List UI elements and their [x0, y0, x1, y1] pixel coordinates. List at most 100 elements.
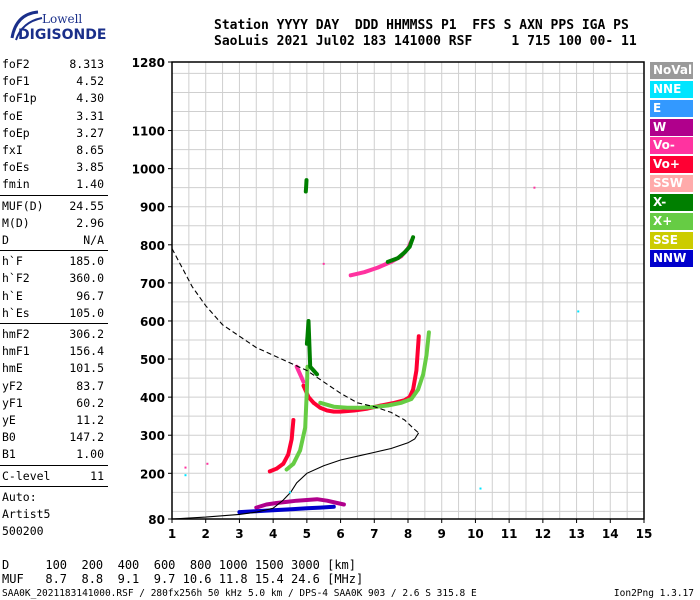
param-label: yE — [2, 413, 16, 427]
echo-point — [254, 506, 258, 510]
echo-point — [306, 365, 310, 369]
param-value: 360.0 — [69, 271, 104, 286]
echo-trace — [348, 239, 414, 278]
param-label: C-level — [2, 468, 51, 483]
echo-point — [291, 462, 295, 466]
header-labels: Station YYYY DAY DDD HHMMSS P1 FFS S AXN… — [214, 18, 629, 33]
param-separator — [0, 485, 108, 487]
echo-point — [308, 365, 312, 369]
echo-point — [295, 499, 299, 503]
distance-row: D 100 200 400 600 800 1000 1500 3000 [km… — [2, 558, 357, 572]
echo-point — [303, 426, 307, 430]
param-label: foF1p — [2, 91, 37, 106]
echo-point — [264, 503, 268, 507]
y-tick-label: 700 — [140, 277, 165, 291]
echo-point — [268, 469, 272, 473]
x-tick-label: 14 — [602, 527, 619, 541]
profile-line-dashed — [171, 248, 419, 434]
echo-point — [479, 487, 482, 490]
x-tick-label: 3 — [235, 527, 243, 541]
param-row: B1 1.00 — [0, 446, 108, 463]
param-value: 60.2 — [76, 395, 104, 410]
param-value: 1.00 — [76, 447, 104, 462]
param-row: yF2 83.7 — [0, 378, 108, 395]
echo-point — [275, 467, 279, 471]
logo-swoosh-icon — [10, 10, 43, 41]
param-value: 306.2 — [69, 327, 104, 341]
param-label: h`F2 — [2, 271, 30, 286]
param-row: MUF(D) 24.55 — [0, 198, 108, 215]
x-tick-label: 13 — [568, 527, 585, 541]
param-row: foEp 3.27 — [0, 125, 108, 142]
echo-point — [577, 310, 580, 313]
echo-point — [296, 368, 300, 372]
chart-traces — [171, 178, 580, 520]
echo-point — [345, 406, 349, 410]
echo-point — [408, 395, 412, 399]
param-value: 3.27 — [76, 125, 104, 140]
echo-point — [286, 452, 290, 456]
echo-point — [318, 401, 322, 405]
echo-point — [275, 501, 279, 505]
legend-item: E — [650, 99, 693, 117]
param-row: h`F 185.0 — [0, 253, 108, 270]
station-header: Station YYYY DAY DDD HHMMSS P1 FFS S AXN… — [214, 18, 637, 50]
echo-point — [411, 388, 415, 392]
param-row: foF1p 4.30 — [0, 90, 108, 107]
echo-point — [301, 380, 305, 384]
echo-point — [352, 408, 356, 412]
echo-point — [425, 353, 429, 357]
echo-trace — [301, 334, 421, 414]
param-label: D — [2, 233, 9, 247]
echo-point — [411, 235, 415, 239]
echo-point — [285, 500, 289, 504]
muf-row: MUF 8.7 8.8 9.1 9.7 10.6 11.8 15.4 24.6 … — [2, 572, 364, 586]
param-value: 4.30 — [76, 91, 104, 106]
param-label: h`E — [2, 288, 23, 303]
echo-point — [339, 410, 343, 414]
param-row: M(D) 2.96 — [0, 215, 108, 232]
echo-point — [184, 474, 187, 477]
param-value: 24.55 — [69, 198, 104, 213]
param-label: B0 — [2, 430, 16, 445]
echo-point — [318, 406, 322, 410]
legend-item: NoVal — [650, 62, 693, 79]
echo-point — [335, 501, 339, 505]
param-label: yF2 — [2, 378, 23, 393]
echo-point — [325, 408, 329, 412]
echo-point — [312, 368, 316, 372]
param-row: yE 11.2 — [0, 412, 108, 429]
x-tick-label: 11 — [501, 527, 518, 541]
param-label: foF2 — [2, 57, 30, 71]
version-label: Ion2Png 1.3.17 — [613, 588, 694, 599]
echo-point — [278, 508, 282, 512]
polarization-legend: NoVal NNE E W Vo- Vo+ SSW X- X+ SSE NNW — [650, 62, 693, 269]
param-row: Artist5 — [0, 506, 108, 523]
param-label: yF1 — [2, 395, 23, 410]
param-separator — [0, 250, 108, 252]
param-value: 1.40 — [76, 177, 104, 192]
echo-point — [264, 509, 268, 513]
echo-point — [306, 334, 310, 338]
x-tick-label: 5 — [303, 527, 311, 541]
legend-item: SSE — [650, 231, 693, 249]
echo-point — [184, 466, 187, 469]
y-tick-label: 1280 — [132, 56, 165, 70]
param-value: 105.0 — [69, 305, 104, 320]
param-row: yF1 60.2 — [0, 395, 108, 412]
echo-point — [409, 397, 413, 401]
y-tick-label: 80 — [148, 513, 165, 527]
param-value: 185.0 — [69, 254, 104, 269]
y-tick-label: 1000 — [132, 163, 165, 177]
x-tick-label: 7 — [370, 527, 378, 541]
param-label: fmin — [2, 177, 30, 192]
echo-point — [291, 418, 295, 422]
echo-point — [304, 184, 308, 188]
param-label: foEp — [2, 125, 30, 140]
echo-point — [305, 342, 309, 346]
param-row: h`E 96.7 — [0, 288, 108, 305]
param-label: 500200 — [2, 524, 44, 539]
param-value: 8.313 — [69, 57, 104, 71]
echo-point — [376, 266, 380, 270]
param-label: B1 — [2, 447, 16, 462]
